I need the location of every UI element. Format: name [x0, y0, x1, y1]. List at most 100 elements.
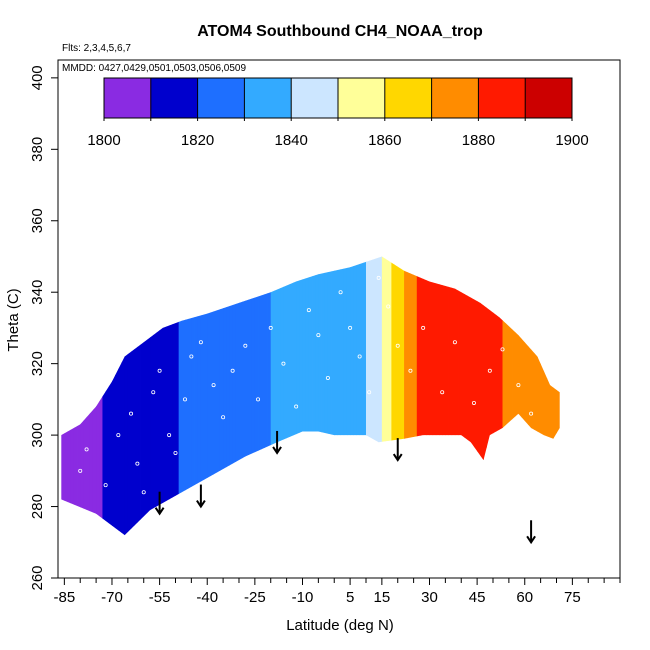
field-cell: [185, 256, 189, 536]
field-cell: [537, 256, 542, 536]
field-cell: [127, 256, 132, 536]
field-cell: [188, 256, 192, 536]
field-cell: [324, 256, 329, 536]
y-axis: 260 280 300 320 340 360 380 400: [29, 65, 58, 591]
field-cell: [429, 256, 434, 536]
plot-frame: [57, 59, 621, 579]
field-cell: [467, 256, 472, 536]
colorbar-bin: [104, 78, 152, 118]
flights-label: Flts: 2,3,4,5,6,7: [62, 43, 131, 54]
field-cell: [292, 256, 297, 536]
field-cell: [77, 256, 81, 536]
sample-point: [386, 304, 391, 309]
colorbar-bin: [150, 78, 199, 118]
field-cell: [200, 256, 205, 536]
field-cell: [426, 256, 430, 536]
field-cell: [340, 256, 345, 536]
field-cell: [286, 256, 291, 536]
y-tick-label: 260: [29, 565, 46, 590]
field-cell: [146, 256, 151, 536]
sample-point: [338, 290, 343, 295]
sample-point: [189, 354, 194, 359]
field-cell: [61, 256, 65, 536]
field-cell: [546, 256, 551, 536]
field-cell: [143, 256, 148, 536]
sample-point: [487, 368, 492, 373]
arrows: [154, 430, 536, 545]
field-cell: [191, 256, 195, 536]
sample-point: [141, 490, 146, 495]
sample-point: [316, 333, 321, 338]
field-cell: [264, 256, 268, 536]
field-cell: [67, 256, 72, 536]
field-cell: [550, 256, 554, 536]
y-tick-label: 400: [29, 65, 46, 90]
field-cell: [131, 256, 135, 536]
x-tick-label: -70: [101, 589, 123, 606]
field-cell: [73, 256, 78, 536]
field-cell: [315, 256, 319, 536]
dates-label: MMDD: 0427,0429,0501,0503,0506,0509: [62, 63, 246, 74]
field-cell: [410, 256, 415, 536]
field-cell: [451, 256, 456, 536]
field-cell: [108, 256, 113, 536]
sample-point: [116, 433, 121, 438]
field-cell: [213, 256, 218, 536]
colorbar-tick-label: 1900: [555, 132, 588, 149]
arrow-marker: [272, 430, 282, 455]
field-cell: [505, 256, 510, 536]
field-cell: [207, 256, 211, 536]
field-cell: [477, 256, 481, 536]
field-cell: [261, 256, 265, 536]
field-cell: [515, 256, 519, 536]
field-cell: [356, 256, 361, 536]
field-cell: [194, 256, 199, 536]
arrow-head: [272, 446, 282, 455]
field-cell: [219, 256, 224, 536]
field-cell: [248, 256, 253, 536]
field-cell: [432, 256, 437, 536]
field-cell: [388, 256, 392, 536]
field-cell: [372, 256, 376, 536]
arrow-marker: [392, 438, 403, 462]
field-cell: [226, 256, 230, 536]
sample-point: [103, 483, 108, 488]
field-cell: [232, 256, 237, 536]
colorbar-tick-label: 1860: [368, 132, 401, 149]
field-cell: [124, 256, 129, 536]
field-cell: [359, 256, 364, 536]
sample-point: [183, 397, 188, 402]
sample-point: [421, 325, 426, 330]
field-cell: [280, 256, 284, 536]
field-cell: [197, 256, 202, 536]
field-cell: [553, 256, 557, 536]
y-tick-label: 360: [29, 208, 46, 233]
field-cell: [489, 256, 494, 536]
arrow-marker: [154, 491, 165, 516]
sample-point: [281, 361, 286, 366]
field-cell: [521, 256, 526, 536]
field-cell: [321, 256, 326, 536]
chart-title: ATOM4 Southbound CH4_NOAA_trop: [197, 23, 483, 40]
x-tick-label: -10: [292, 589, 314, 606]
field-cell: [502, 256, 507, 536]
field-cell: [150, 256, 154, 536]
field-cell: [267, 256, 272, 536]
sample-point: [268, 325, 273, 330]
field-cell: [524, 256, 529, 536]
arrow-marker: [526, 520, 536, 545]
field-cell: [216, 256, 221, 536]
field-cell: [245, 256, 249, 536]
field-cell: [242, 256, 246, 536]
field-cell: [534, 256, 538, 536]
field-cell: [508, 256, 513, 536]
field-cell: [480, 256, 484, 536]
sample-point: [157, 368, 162, 373]
field-cell: [531, 256, 535, 536]
field-cell: [302, 256, 307, 536]
colorbar-bin: [291, 78, 339, 118]
sample-point: [167, 433, 172, 438]
colorbar-bin: [478, 78, 526, 118]
field-cell: [375, 256, 380, 536]
